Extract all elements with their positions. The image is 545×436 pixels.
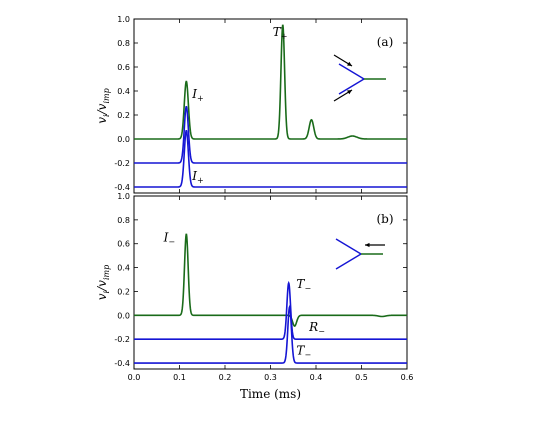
arrow-head — [365, 242, 370, 248]
junction-branch-lower — [338, 78, 365, 95]
x-tick-label: 0.3 — [264, 373, 277, 382]
plot-frame — [133, 195, 408, 370]
panel-b: 1.0 0.8 0.6 0.4 0.2 0.0 -0.2 -0.4 0.0 0.1 0.2 0.3 0.… — [95, 192, 413, 401]
annotation-label: I+ — [191, 169, 203, 185]
x-tick-label: 0.4 — [310, 373, 323, 382]
x-tick-label: 0.0 — [128, 373, 141, 382]
annotation-label: I+ — [191, 87, 203, 103]
y-tick-label: 0.2 — [117, 111, 130, 120]
y-tick-label: 0.8 — [117, 216, 130, 225]
series-line — [134, 280, 407, 340]
annotation-label: R− — [308, 320, 325, 336]
x-tick-label: 0.6 — [401, 373, 414, 382]
y-axis-title: vi/vimp — [95, 88, 111, 123]
arrow-head — [347, 61, 352, 66]
junction-inset — [333, 54, 386, 102]
y-tick-label: 0.0 — [117, 135, 130, 144]
y-tick-label: -0.2 — [114, 159, 130, 168]
annotation-label: I− — [163, 230, 175, 246]
series-line — [134, 24, 407, 140]
annotation-label: T− — [296, 344, 311, 360]
panel-label: (b) — [376, 212, 393, 226]
x-tick-label: 0.5 — [355, 373, 368, 382]
annotation-label: T+ — [273, 25, 288, 41]
x-tick-label: 0.1 — [173, 373, 186, 382]
y-axis-title: vi/vimp — [95, 265, 111, 300]
y-tick-label: -0.4 — [114, 183, 130, 192]
y-tick-label: -0.4 — [114, 359, 130, 368]
y-tick-label: 1.0 — [117, 192, 130, 201]
junction-branch-upper — [338, 63, 365, 80]
panel-label: (a) — [377, 35, 394, 49]
y-tick-label: 0.2 — [117, 287, 130, 296]
x-axis-title: Time (ms) — [240, 387, 301, 401]
y-tick-label: 0.4 — [117, 87, 130, 96]
plot-frame — [133, 18, 408, 194]
series-line — [134, 233, 407, 327]
junction-branch-lower — [335, 253, 362, 270]
series-line — [134, 105, 407, 164]
y-tick-label: 0.8 — [117, 39, 130, 48]
annotation-label: T− — [296, 277, 311, 293]
y-tick-label: 0.0 — [117, 311, 130, 320]
y-tick-label: 0.6 — [117, 63, 130, 72]
y-tick-label: 0.6 — [117, 240, 130, 249]
y-tick-label: 0.4 — [117, 264, 130, 273]
panel-a: 1.0 0.8 0.6 0.4 0.2 0.0 -0.2 -0.4 vi/vimp T+ I+ I+ (… — [95, 15, 408, 194]
x-tick-label: 0.2 — [219, 373, 232, 382]
arrow-head — [347, 90, 352, 95]
series-line — [134, 304, 407, 364]
y-tick-label: -0.2 — [114, 335, 130, 344]
series-line — [134, 129, 407, 188]
junction-branch-upper — [335, 238, 362, 255]
junction-inset — [335, 238, 385, 270]
y-tick-label: 1.0 — [117, 15, 130, 24]
